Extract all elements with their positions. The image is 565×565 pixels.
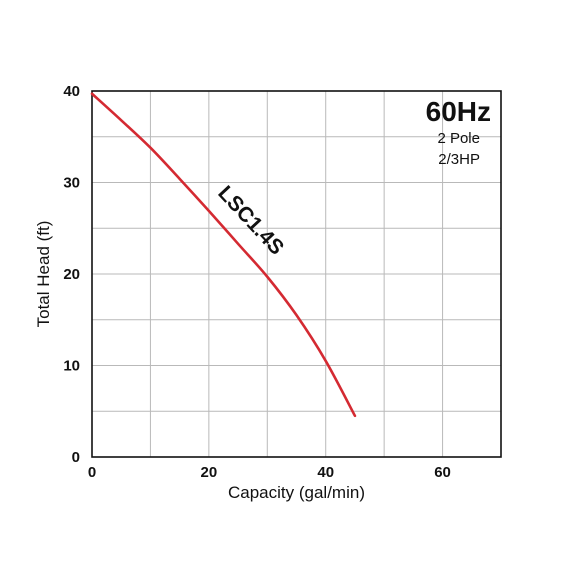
x-axis-label: Capacity (gal/min) [228,483,365,502]
series-line-lsc1-4s [90,92,357,418]
y-tick-label: 40 [63,83,80,100]
y-tick-label: 10 [63,358,80,375]
frequency-label: 60Hz [426,96,491,127]
power-label: 2/3HP [438,151,480,168]
x-tick-label: 60 [434,464,451,481]
x-tick-labels: 0 20 40 60 [88,464,451,481]
y-tick-label: 0 [72,449,80,466]
y-tick-label: 30 [63,175,80,192]
y-tick-label: 20 [63,266,80,283]
x-tick-label: 40 [317,464,334,481]
x-tick-label: 20 [201,464,218,481]
y-tick-labels: 0 10 20 30 40 [63,83,80,466]
poles-label: 2 Pole [437,130,480,147]
grid-lines [92,91,501,457]
plot-frame [91,90,502,458]
y-axis-label: Total Head (ft) [34,221,53,328]
series-label-lsc1-4s: LSC1.4S [213,182,288,260]
x-tick-label: 0 [88,464,96,481]
